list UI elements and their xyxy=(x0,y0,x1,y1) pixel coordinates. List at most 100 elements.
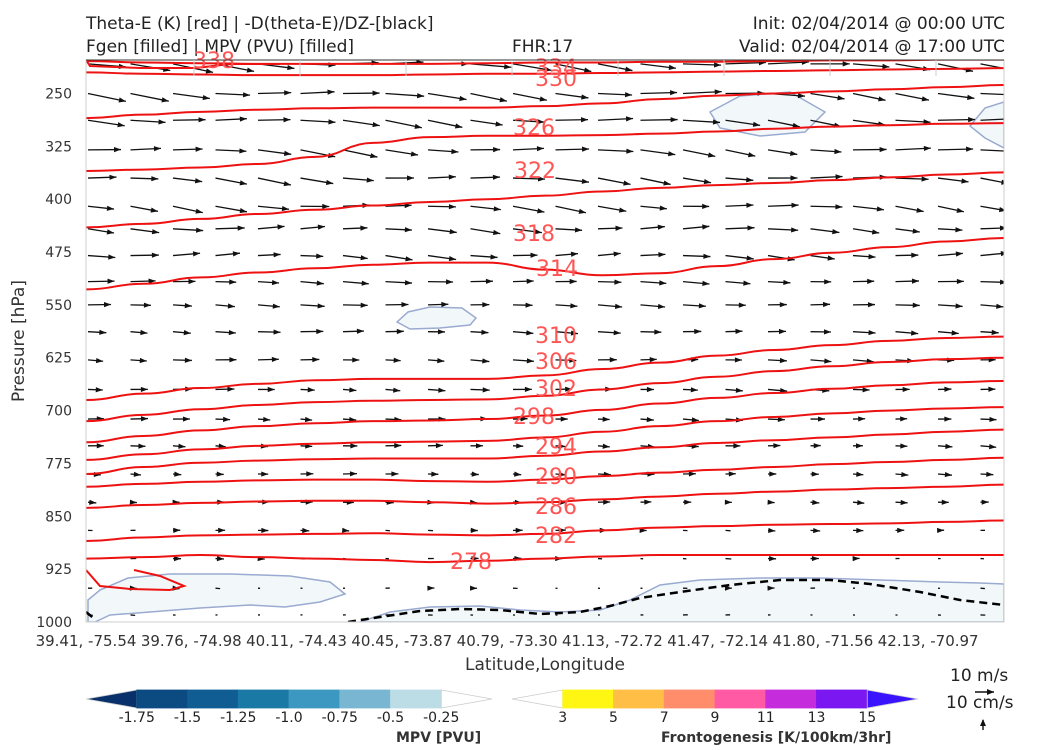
wind-vector xyxy=(980,92,1004,96)
wind-vector xyxy=(895,92,930,102)
wind-vector xyxy=(597,443,610,449)
wind-vector xyxy=(767,328,787,335)
wind-vector xyxy=(172,471,182,477)
wind-vector xyxy=(300,357,320,363)
wind-vector xyxy=(470,527,478,533)
wind-vector xyxy=(512,386,532,393)
mpv-colorbar: -1.75 -1.5 -1.25 -1.0 -0.75 -0.5 -0.25 xyxy=(85,689,493,726)
wind-vector xyxy=(937,303,963,309)
forecast-hour: FHR:17 xyxy=(512,37,574,57)
wind-vector xyxy=(597,279,622,285)
wind-vector xyxy=(172,146,203,152)
wind-vector xyxy=(215,116,247,122)
colorbar-segment xyxy=(136,689,188,709)
wind-vector xyxy=(640,149,676,157)
wind-vector xyxy=(172,330,191,336)
theta-e-contour-306 xyxy=(86,356,1004,423)
theta-e-label-286: 286 xyxy=(535,495,577,520)
wind-reference-w: 10 cm/s xyxy=(946,693,1014,713)
wind-vector xyxy=(257,329,281,335)
wind-vector xyxy=(597,92,633,98)
wind-vector xyxy=(895,443,908,449)
wind-vector xyxy=(597,303,623,309)
wind-vector xyxy=(470,302,490,308)
wind-vector xyxy=(555,416,568,422)
theta-e-contour-286 xyxy=(86,483,1004,509)
wind-vector xyxy=(640,329,662,335)
wind-vector xyxy=(130,443,146,449)
wind-vector xyxy=(512,63,552,72)
wind-vector xyxy=(87,499,97,505)
wind-vector xyxy=(87,387,103,393)
wind-vector xyxy=(470,329,489,335)
wind-vector xyxy=(640,386,654,393)
theta-e-labels: 338 3343303263223183143103063022982942902… xyxy=(193,49,578,575)
wind-vector xyxy=(427,254,457,262)
wind-vector xyxy=(640,90,678,96)
wind-vector xyxy=(767,227,799,233)
wind-vector xyxy=(937,499,949,505)
wind-vector xyxy=(725,328,743,334)
wind-vector xyxy=(300,471,314,477)
wind-vector xyxy=(300,303,325,309)
x-tick-label: 41.47, -72.14 xyxy=(667,632,768,650)
y-tick-label: 250 xyxy=(45,86,72,102)
wind-vector xyxy=(512,146,544,152)
wind-vector xyxy=(725,280,751,286)
wind-vector xyxy=(470,63,512,70)
wind-vector xyxy=(937,443,953,449)
wind-vector xyxy=(555,278,577,285)
theta-e-label-326: 326 xyxy=(513,116,555,141)
wind-vector xyxy=(555,471,566,477)
wind-vector xyxy=(852,254,876,260)
wind-vector xyxy=(427,585,435,591)
wind-vector xyxy=(895,205,924,213)
wind-vector xyxy=(87,443,104,449)
wind-vector xyxy=(512,278,534,284)
wind-vector xyxy=(980,251,1004,257)
wind-vector xyxy=(597,330,621,336)
wind-vector xyxy=(130,252,159,258)
wind-vector xyxy=(257,356,279,363)
colorbar-tick-label: -1.0 xyxy=(275,710,302,726)
wind-vector xyxy=(300,387,315,393)
wind-vector xyxy=(130,278,156,284)
wind-vector xyxy=(512,471,522,477)
wind-vector xyxy=(725,302,746,308)
wind-vector xyxy=(640,303,666,310)
wind-vector xyxy=(427,148,459,155)
wind-vector xyxy=(767,527,776,534)
wind-vector xyxy=(852,499,865,506)
wind-vector xyxy=(895,499,908,506)
wind-vector xyxy=(895,278,920,284)
wind-vector xyxy=(640,224,665,230)
wind-vector xyxy=(172,527,181,533)
theta-e-label-290: 290 xyxy=(535,465,577,490)
wind-vector xyxy=(725,471,736,477)
wind-reference: 10 m/s 10 cm/s xyxy=(946,666,1014,730)
wind-vector xyxy=(810,174,843,180)
wind-vector xyxy=(257,90,292,96)
wind-vector xyxy=(385,328,404,335)
wind-vector xyxy=(555,227,583,233)
wind-vector xyxy=(257,177,292,187)
colorbar-segment xyxy=(288,689,341,709)
colorbar-segment xyxy=(440,689,493,709)
wind-vector xyxy=(300,119,336,125)
wind-vector xyxy=(852,416,866,422)
wind-vector xyxy=(937,416,952,422)
wind-vector xyxy=(725,443,741,449)
wind-vector xyxy=(130,176,159,182)
wind-vector xyxy=(852,471,864,477)
wind-vector xyxy=(427,471,439,477)
wind-vector xyxy=(980,303,1004,309)
wind-vector xyxy=(215,148,247,154)
theta-e-contour-302 xyxy=(86,380,1004,444)
y-axis: 250 325 400 475 550 625 700 775 850 925 1000 xyxy=(36,86,72,631)
wind-vector xyxy=(427,329,446,335)
x-tick-label: 41.80, -71.56 xyxy=(773,632,874,650)
wind-vector xyxy=(597,499,611,505)
wind-vector xyxy=(512,119,545,125)
wind-vector xyxy=(725,357,742,363)
wind-vector xyxy=(640,499,652,505)
